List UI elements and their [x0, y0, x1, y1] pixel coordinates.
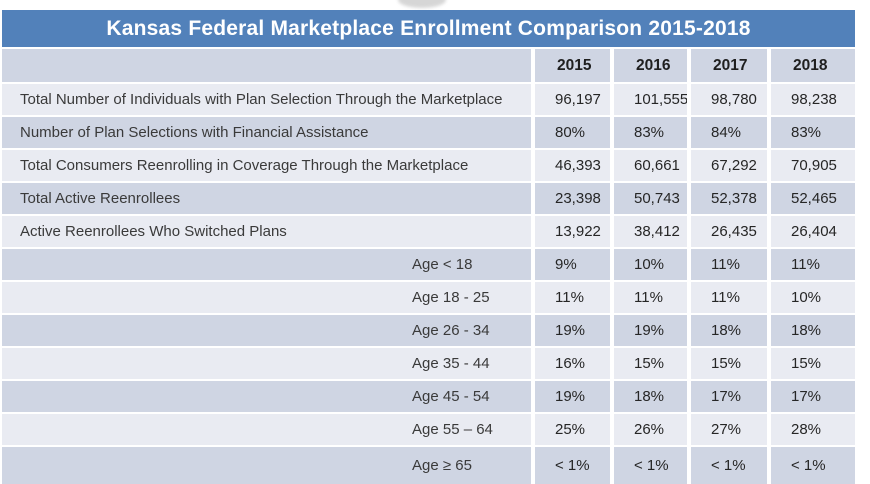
cropped-handle-artifact — [398, 0, 446, 8]
value-cell: 84% — [687, 115, 767, 148]
value-cell: 98,238 — [767, 82, 855, 115]
age-band-label: Age 45 - 54 — [2, 379, 531, 412]
year-header-2016: 2016 — [610, 47, 687, 82]
value-cell: 28% — [767, 412, 855, 445]
value-cell: < 1% — [531, 445, 610, 484]
value-cell: 80% — [531, 115, 610, 148]
value-cell: 17% — [687, 379, 767, 412]
age-band-label: Age < 18 — [2, 247, 531, 280]
row-label: Total Consumers Reenrolling in Coverage … — [2, 148, 531, 181]
row-label: Total Active Reenrollees — [2, 181, 531, 214]
year-header-2018: 2018 — [767, 47, 855, 82]
value-cell: 19% — [610, 313, 687, 346]
table-row: Age 55 – 64 25% 26% 27% 28% — [2, 412, 855, 445]
value-cell: 15% — [767, 346, 855, 379]
value-cell: 11% — [687, 247, 767, 280]
value-cell: 26% — [610, 412, 687, 445]
table-row: Age 45 - 54 19% 18% 17% 17% — [2, 379, 855, 412]
value-cell: 70,905 — [767, 148, 855, 181]
table-row: Age 26 - 34 19% 19% 18% 18% — [2, 313, 855, 346]
value-cell: 38,412 — [610, 214, 687, 247]
value-cell: 10% — [610, 247, 687, 280]
row-label: Active Reenrollees Who Switched Plans — [2, 214, 531, 247]
value-cell: 18% — [687, 313, 767, 346]
value-cell: < 1% — [687, 445, 767, 484]
value-cell: 52,465 — [767, 181, 855, 214]
value-cell: 19% — [531, 313, 610, 346]
table-row: Total Number of Individuals with Plan Se… — [2, 82, 855, 115]
value-cell: 83% — [767, 115, 855, 148]
table-row: Total Consumers Reenrolling in Coverage … — [2, 148, 855, 181]
empty-header-cell — [2, 47, 531, 82]
value-cell: 60,661 — [610, 148, 687, 181]
table-row: Age 35 - 44 16% 15% 15% 15% — [2, 346, 855, 379]
value-cell: 19% — [531, 379, 610, 412]
year-header-row: 2015 2016 2017 2018 — [2, 47, 855, 82]
table-row: Total Active Reenrollees 23,398 50,743 52,3… — [2, 181, 855, 214]
table-row: Age ≥ 65 < 1% < 1% < 1% < 1% — [2, 445, 855, 484]
value-cell: 46,393 — [531, 148, 610, 181]
year-header-2017: 2017 — [687, 47, 767, 82]
value-cell: 17% — [767, 379, 855, 412]
age-band-label: Age 35 - 44 — [2, 346, 531, 379]
value-cell: 11% — [531, 280, 610, 313]
value-cell: 101,555 — [610, 82, 687, 115]
row-label: Total Number of Individuals with Plan Se… — [2, 82, 531, 115]
age-band-label: Age 55 – 64 — [2, 412, 531, 445]
enrollment-comparison-table: Kansas Federal Marketplace Enrollment Co… — [2, 10, 855, 484]
table-title: Kansas Federal Marketplace Enrollment Co… — [2, 10, 855, 47]
row-label: Number of Plan Selections with Financial… — [2, 115, 531, 148]
value-cell: 15% — [687, 346, 767, 379]
value-cell: 26,435 — [687, 214, 767, 247]
data-table: 2015 2016 2017 2018 Total Number of Individ… — [2, 47, 855, 484]
value-cell: 10% — [767, 280, 855, 313]
age-band-label: Age 26 - 34 — [2, 313, 531, 346]
value-cell: 13,922 — [531, 214, 610, 247]
value-cell: 11% — [767, 247, 855, 280]
value-cell: 23,398 — [531, 181, 610, 214]
value-cell: 52,378 — [687, 181, 767, 214]
table-row: Age < 18 9% 10% 11% 11% — [2, 247, 855, 280]
value-cell: 98,780 — [687, 82, 767, 115]
table-row: Age 18 - 25 11% 11% 11% 10% — [2, 280, 855, 313]
value-cell: 67,292 — [687, 148, 767, 181]
value-cell: 26,404 — [767, 214, 855, 247]
year-header-2015: 2015 — [531, 47, 610, 82]
value-cell: < 1% — [610, 445, 687, 484]
value-cell: < 1% — [767, 445, 855, 484]
value-cell: 18% — [610, 379, 687, 412]
value-cell: 27% — [687, 412, 767, 445]
value-cell: 11% — [610, 280, 687, 313]
table-row: Number of Plan Selections with Financial… — [2, 115, 855, 148]
value-cell: 96,197 — [531, 82, 610, 115]
value-cell: 50,743 — [610, 181, 687, 214]
value-cell: 16% — [531, 346, 610, 379]
age-band-label: Age ≥ 65 — [2, 445, 531, 484]
value-cell: 83% — [610, 115, 687, 148]
value-cell: 15% — [610, 346, 687, 379]
table-row: Active Reenrollees Who Switched Plans 13,… — [2, 214, 855, 247]
value-cell: 18% — [767, 313, 855, 346]
value-cell: 25% — [531, 412, 610, 445]
value-cell: 11% — [687, 280, 767, 313]
age-band-label: Age 18 - 25 — [2, 280, 531, 313]
value-cell: 9% — [531, 247, 610, 280]
